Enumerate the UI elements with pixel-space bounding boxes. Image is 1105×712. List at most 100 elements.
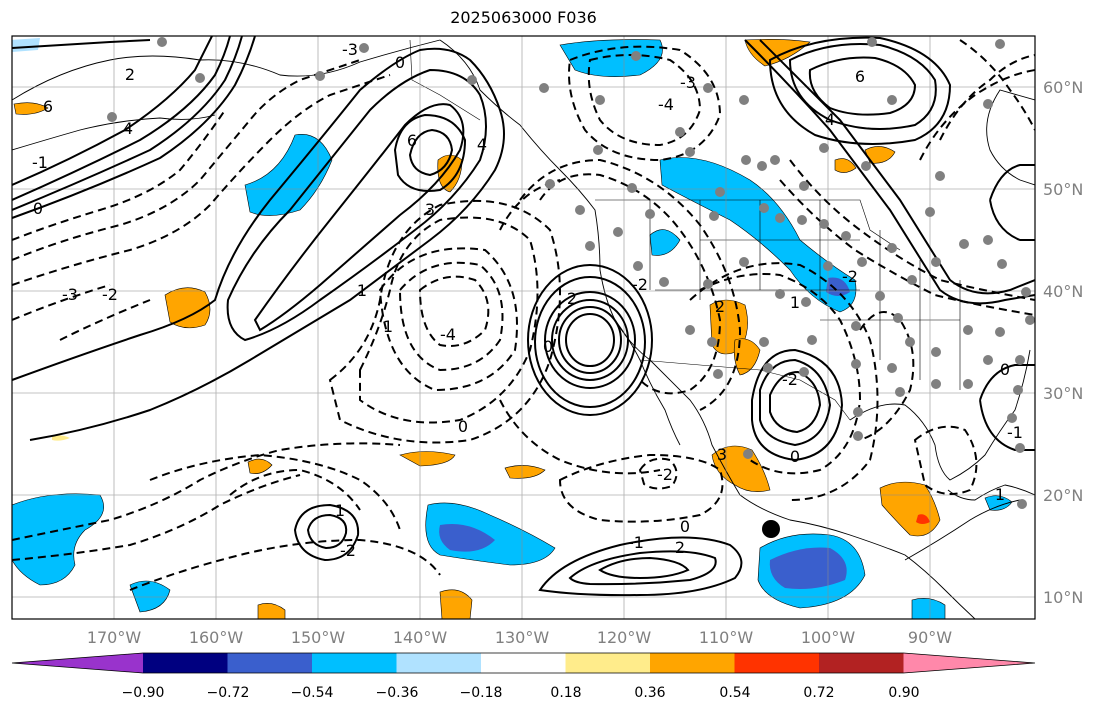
colorbar-tick-label: −0.18	[460, 685, 503, 701]
shade-red-region	[916, 514, 930, 524]
lon-label: 120°W	[597, 628, 652, 647]
shade-orange-region	[247, 458, 273, 474]
colorbar-tick-label: −0.36	[376, 685, 419, 701]
shade-orange-region	[399, 451, 456, 467]
contour-label: 1	[383, 317, 393, 336]
shade-dark-blue-region	[769, 547, 847, 589]
contour-label: 1	[790, 293, 800, 312]
colorbar-segment	[312, 653, 397, 673]
colorbar-segment	[734, 653, 820, 673]
shade-orange-region	[13, 102, 49, 115]
contour-label: 6	[855, 67, 865, 86]
colorbar-tick-label: −0.54	[291, 685, 334, 701]
contour-label: -2	[842, 267, 858, 286]
graticule	[12, 36, 1035, 619]
contour-label: -2	[632, 275, 648, 294]
colorbar-segment	[143, 653, 228, 673]
contour-label: -2	[102, 285, 118, 304]
dashed-contours	[12, 39, 1035, 591]
shade-blue-region	[12, 38, 40, 52]
contour-label: 4	[123, 119, 133, 138]
station-dots	[107, 37, 1035, 509]
lat-label: 40°N	[1043, 282, 1083, 301]
colorbar-tick-label: 0.72	[803, 685, 834, 701]
colorbar-segment	[565, 653, 651, 673]
colorbar-segment	[396, 653, 482, 673]
contour-label: -3	[62, 285, 78, 304]
shade-orange-region	[164, 287, 211, 329]
lat-label: 20°N	[1043, 486, 1083, 505]
lon-label: 130°W	[495, 628, 550, 647]
contour-label: -3	[680, 73, 696, 92]
contour-label: 1	[335, 501, 345, 520]
contour-label: 2	[567, 289, 577, 308]
contour-label: 0	[680, 517, 690, 536]
colorbar-tick-label: 0.54	[719, 685, 750, 701]
contour-label: -2	[657, 465, 673, 484]
contour-label: 3	[717, 445, 727, 464]
shade-orange-region	[834, 158, 857, 173]
map-title: 2025063000 F036	[450, 8, 597, 27]
contour-label: -4	[440, 325, 456, 344]
colorbar-outline	[11, 652, 1036, 674]
contour-label: 2	[675, 538, 685, 557]
colorbar-extend-max	[903, 653, 1035, 673]
shade-blue-region	[559, 39, 663, 77]
colorbar-labels: −0.90 −0.72 −0.54 −0.36 −0.18 0.18 0.36 …	[122, 685, 920, 701]
lat-label: 10°N	[1043, 588, 1083, 607]
contour-label: 0	[395, 53, 405, 72]
shading-layer	[12, 38, 1013, 619]
lon-label: 140°W	[393, 628, 448, 647]
colorbar-tick-label: −0.90	[122, 685, 165, 701]
shade-blue-region	[911, 598, 946, 619]
colorbar-extend-min	[12, 653, 143, 673]
contour-label: 4	[825, 110, 835, 129]
shade-orange-region	[711, 445, 771, 492]
contour-label: 2	[125, 65, 135, 84]
contour-label: -1	[628, 533, 644, 552]
colorbar-tick-label: 0.18	[550, 685, 581, 701]
shade-blue-region	[244, 133, 333, 216]
station-marker	[762, 520, 780, 538]
contour-label: 1	[357, 281, 367, 300]
contour-labels: 6 4 2 0 -3 -1 -2 -4 3 1 6 4 0 -3 -2 1 2 0 -2 -1 1 2 0 -2 6 4 -2 0 3 2…	[32, 40, 1023, 560]
contour-label: 0	[790, 447, 800, 466]
lon-label: 150°W	[291, 628, 346, 647]
contour-label: 0	[33, 199, 43, 218]
contour-label: -2	[782, 370, 798, 389]
colorbar-tick-label: 0.90	[888, 685, 919, 701]
lat-label: 30°N	[1043, 384, 1083, 403]
contour-label: 6	[43, 97, 53, 116]
shade-orange-region	[744, 39, 811, 67]
contour-label: -3	[342, 40, 358, 59]
contour-label: 1	[995, 485, 1005, 504]
coastlines	[12, 39, 1035, 619]
shade-blue-region	[12, 493, 104, 586]
lon-label: 160°W	[189, 628, 244, 647]
longitude-labels: 170°W 160°W 150°W 140°W 130°W 120°W 110°…	[87, 628, 952, 647]
contour-label: -2	[340, 541, 356, 560]
shade-yellow-region	[52, 435, 70, 441]
colorbar	[11, 652, 1036, 674]
lat-label: 50°N	[1043, 180, 1083, 199]
lon-label: 90°W	[908, 628, 952, 647]
contour-label: 6	[407, 131, 417, 150]
contour-label: -4	[658, 95, 674, 114]
lat-label: 60°N	[1043, 78, 1083, 97]
shade-orange-region	[504, 465, 546, 479]
lon-label: 110°W	[699, 628, 754, 647]
contour-label: -1	[32, 153, 48, 172]
contour-label: 3	[425, 200, 435, 219]
shade-blue-region	[649, 229, 681, 256]
shade-dark-blue-region	[439, 524, 495, 552]
contour-label: 2	[715, 297, 725, 316]
shade-blue-region	[129, 580, 171, 613]
shade-orange-region	[257, 603, 286, 619]
contour-label: 0	[543, 337, 553, 356]
contour-label: 0	[1000, 360, 1010, 379]
plot-frame	[11, 35, 1036, 620]
lon-label: 170°W	[87, 628, 142, 647]
shade-orange-region	[864, 146, 896, 164]
colorbar-segment	[481, 653, 566, 673]
